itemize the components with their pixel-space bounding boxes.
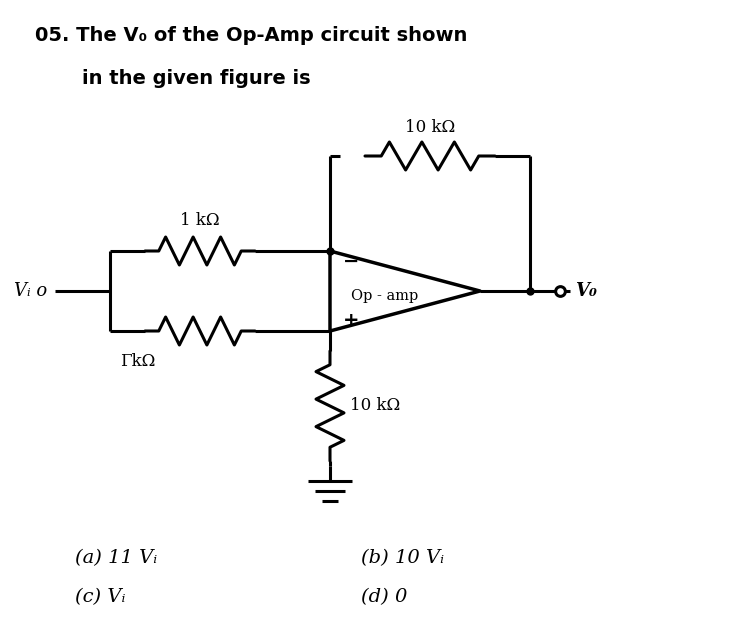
Text: 10 kΩ: 10 kΩ: [350, 397, 401, 415]
Text: V₀: V₀: [575, 282, 597, 300]
Text: 05. The V₀ of the Op-Amp circuit shown: 05. The V₀ of the Op-Amp circuit shown: [35, 26, 468, 45]
Text: in the given figure is: in the given figure is: [55, 69, 311, 88]
Text: ΓkΩ: ΓkΩ: [120, 353, 155, 370]
Text: (d) 0: (d) 0: [361, 588, 408, 606]
Text: (b) 10 Vᵢ: (b) 10 Vᵢ: [361, 549, 444, 567]
Text: Vᵢ o: Vᵢ o: [14, 282, 47, 300]
Text: −: −: [343, 251, 359, 271]
Text: (c) Vᵢ: (c) Vᵢ: [75, 588, 126, 606]
Text: 10 kΩ: 10 kΩ: [405, 119, 455, 136]
Text: Op - amp: Op - amp: [352, 289, 419, 303]
Text: 1 kΩ: 1 kΩ: [180, 212, 220, 229]
Text: +: +: [343, 312, 359, 331]
Text: (a) 11 Vᵢ: (a) 11 Vᵢ: [75, 549, 157, 567]
